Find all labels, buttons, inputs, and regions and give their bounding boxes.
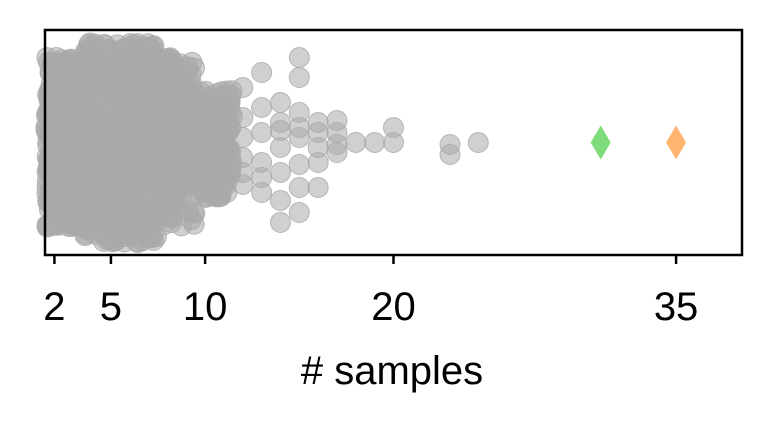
data-point [148, 99, 170, 121]
data-point [111, 118, 133, 140]
data-point [269, 162, 291, 183]
x-tick-label: 5 [100, 285, 122, 329]
x-axis-ticks: 2 5 10 20 35 [43, 255, 698, 329]
data-point [210, 123, 232, 145]
data-point [207, 145, 229, 167]
data-point [345, 132, 367, 153]
data-point [288, 177, 310, 198]
data-point [148, 193, 170, 215]
data-point [307, 112, 329, 133]
data-point [269, 92, 291, 113]
data-point [212, 102, 234, 124]
x-tick-label: 20 [371, 285, 416, 329]
data-point [232, 162, 254, 183]
data-point [269, 120, 291, 141]
data-points-layer [35, 32, 687, 253]
data-point [288, 154, 310, 175]
data-point [288, 202, 310, 223]
data-point [251, 167, 273, 188]
data-point [307, 177, 329, 198]
data-point [269, 190, 291, 211]
data-point [439, 134, 461, 155]
data-point [288, 102, 310, 123]
data-point [211, 179, 233, 201]
data-point [75, 223, 97, 245]
data-point [288, 67, 310, 88]
x-tick-label: 2 [43, 285, 65, 329]
data-point [269, 212, 291, 233]
data-point [467, 132, 489, 153]
data-point [326, 110, 348, 131]
data-point [111, 66, 133, 88]
data-point [251, 122, 273, 143]
data-point [383, 117, 404, 138]
data-point [364, 132, 386, 153]
x-tick-label: 35 [654, 285, 699, 329]
data-point [251, 97, 273, 118]
data-point [180, 64, 202, 86]
data-point [205, 83, 227, 105]
data-point [288, 47, 310, 68]
data-point [232, 107, 254, 128]
highlight-diamond-point [666, 125, 687, 160]
data-point [168, 154, 190, 176]
data-point [232, 127, 254, 148]
highlight-diamond-point [590, 125, 611, 160]
data-point [170, 215, 192, 237]
x-axis-label: # samples [301, 349, 483, 393]
data-point [54, 171, 76, 193]
data-point [232, 77, 254, 98]
x-tick-label: 10 [183, 285, 228, 329]
data-point [251, 62, 273, 83]
